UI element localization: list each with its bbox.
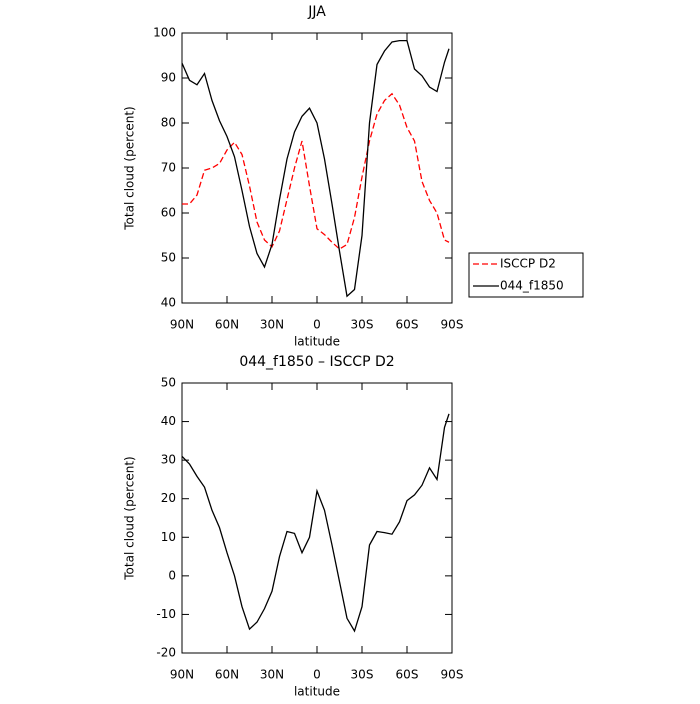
x-tick-label: 0: [313, 668, 321, 682]
y-axis-label: Total cloud (percent): [123, 106, 137, 230]
x-tick-label: 60S: [396, 668, 419, 682]
series-line: [182, 92, 450, 250]
x-tick-label: 30S: [351, 668, 374, 682]
y-tick-label: -20: [156, 646, 176, 660]
legend-box: [468, 252, 584, 298]
x-tick-label: 30S: [351, 318, 374, 332]
y-tick-label: 10: [161, 530, 176, 544]
x-tick-label: 60N: [215, 318, 239, 332]
x-tick-label: 90S: [441, 318, 464, 332]
plot-frame: [181, 32, 453, 304]
x-tick-label: 90N: [170, 668, 194, 682]
plot-frame: [181, 382, 453, 654]
chart-title: 044_f1850 – ISCCP D2: [239, 354, 394, 370]
y-tick-label: 80: [161, 116, 176, 130]
y-tick-label: 100: [153, 26, 176, 40]
y-tick-label: 40: [161, 414, 176, 428]
y-tick-label: 40: [161, 296, 176, 310]
y-tick-label: 70: [161, 161, 176, 175]
x-axis-label: latitude: [294, 335, 340, 349]
x-tick-label: 0: [313, 318, 321, 332]
y-tick-label: 30: [161, 453, 176, 467]
y-axis-label: Total cloud (percent): [123, 456, 137, 580]
y-tick-label: 0: [168, 568, 176, 582]
x-tick-label: 90S: [441, 668, 464, 682]
x-axis-label: latitude: [294, 685, 340, 699]
y-tick-label: 50: [161, 376, 176, 390]
y-tick-label: 90: [161, 71, 176, 85]
y-tick-label: 60: [161, 206, 176, 220]
series-line: [181, 40, 450, 298]
legend-label: 044_f1850: [500, 279, 564, 293]
y-tick-label: 20: [161, 491, 176, 505]
x-tick-label: 30N: [260, 668, 284, 682]
series-line: [181, 413, 450, 633]
y-tick-label: 50: [161, 251, 176, 265]
x-tick-label: 90N: [170, 318, 194, 332]
legend-label: ISCCP D2: [500, 257, 556, 271]
x-tick-label: 60S: [396, 318, 419, 332]
x-tick-label: 60N: [215, 668, 239, 682]
x-tick-label: 30N: [260, 318, 284, 332]
y-tick-label: -10: [156, 607, 176, 621]
chart-title: JJA: [307, 4, 326, 20]
